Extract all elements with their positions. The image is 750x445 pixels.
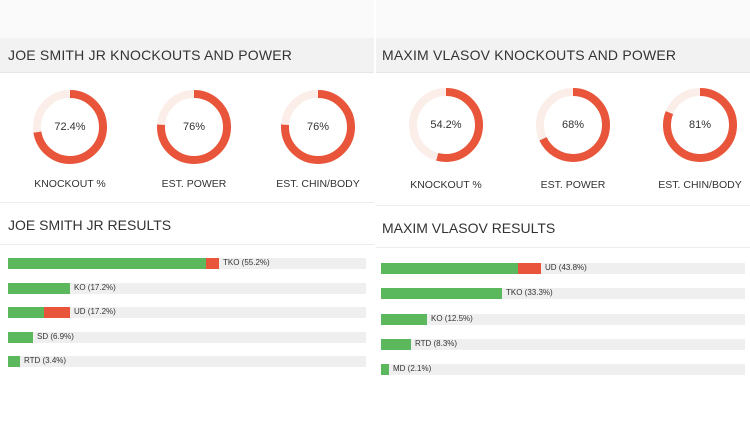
result-bar-track — [8, 356, 366, 367]
result-bar-label: TKO (55.2%) — [223, 258, 270, 267]
top-band — [376, 0, 750, 38]
est-chin-body-donut: 81% — [660, 85, 740, 165]
est-power-label: EST. POWER — [161, 178, 227, 190]
result-bar-loss-segment — [206, 258, 219, 269]
result-bar-win-segment — [8, 332, 33, 343]
result-bar-win-segment — [381, 263, 518, 274]
result-bar-win-segment — [381, 339, 411, 350]
est-power-label: EST. POWER — [540, 179, 606, 191]
result-bar-label: UD (17.2%) — [74, 307, 116, 316]
fighter-panel-left: JOE SMITH JR KNOCKOUTS AND POWER 72.4% K… — [0, 0, 374, 445]
section-divider — [376, 205, 750, 206]
result-bar-label: RTD (3.4%) — [24, 356, 67, 365]
result-bar-label: UD (43.8%) — [545, 263, 587, 272]
section-divider — [0, 202, 374, 203]
result-bar-track — [8, 307, 366, 318]
knockout-percent-value: 72.4% — [54, 121, 86, 133]
section-divider — [376, 247, 750, 248]
result-bar-loss-segment — [518, 263, 541, 274]
result-bar-win-segment — [8, 258, 206, 269]
result-bar-track — [381, 339, 745, 350]
est-power-donut: 76% — [154, 87, 234, 167]
result-bar-track — [8, 283, 366, 294]
section-divider — [0, 244, 374, 245]
est-chin-body-label: EST. CHIN/BODY — [658, 179, 742, 191]
result-bar-win-segment — [8, 307, 44, 318]
knockouts-power-header: MAXIM VLASOV KNOCKOUTS AND POWER — [376, 38, 750, 73]
est-chin-body-label: EST. CHIN/BODY — [276, 178, 360, 190]
result-bar-win-segment — [8, 283, 70, 294]
est-power-value: 76% — [182, 121, 206, 133]
knockouts-power-title: MAXIM VLASOV KNOCKOUTS AND POWER — [382, 47, 677, 63]
knockouts-power-header: JOE SMITH JR KNOCKOUTS AND POWER — [0, 38, 374, 73]
result-bar-win-segment — [381, 364, 389, 375]
result-bar-label: MD (2.1%) — [393, 364, 432, 373]
result-bar-win-segment — [381, 288, 502, 299]
result-bar-label: KO (17.2%) — [74, 283, 116, 292]
results-title: MAXIM VLASOV RESULTS — [382, 220, 556, 236]
result-bar-track — [381, 288, 745, 299]
result-bar-track — [381, 263, 745, 274]
result-bar-track — [381, 364, 745, 375]
knockout-percent-donut: 54.2% — [406, 85, 486, 165]
knockout-percent-label: KNOCKOUT % — [34, 178, 106, 190]
est-chin-body-value: 76% — [306, 121, 330, 133]
result-bar-track — [381, 314, 745, 325]
est-power-donut: 68% — [533, 85, 613, 165]
result-bar-label: TKO (33.3%) — [506, 288, 553, 297]
est-chin-body-donut: 76% — [278, 87, 358, 167]
results-title: JOE SMITH JR RESULTS — [8, 217, 172, 233]
result-bar-win-segment — [381, 314, 427, 325]
knockout-percent-value: 54.2% — [430, 119, 462, 131]
result-bar-loss-segment — [44, 307, 70, 318]
result-bar-track — [8, 258, 366, 269]
est-power-value: 68% — [561, 119, 585, 131]
result-bar-track — [8, 332, 366, 343]
fighter-panel-right: MAXIM VLASOV KNOCKOUTS AND POWER 54.2% K… — [376, 0, 750, 445]
top-band — [0, 0, 374, 38]
knockout-percent-label: KNOCKOUT % — [410, 179, 482, 191]
result-bar-label: RTD (8.3%) — [415, 339, 458, 348]
knockout-percent-donut: 72.4% — [30, 87, 110, 167]
result-bar-label: KO (12.5%) — [431, 314, 473, 323]
est-chin-body-value: 81% — [688, 119, 712, 131]
result-bar-label: SD (6.9%) — [37, 332, 74, 341]
knockouts-power-title: JOE SMITH JR KNOCKOUTS AND POWER — [8, 47, 293, 63]
result-bar-win-segment — [8, 356, 20, 367]
